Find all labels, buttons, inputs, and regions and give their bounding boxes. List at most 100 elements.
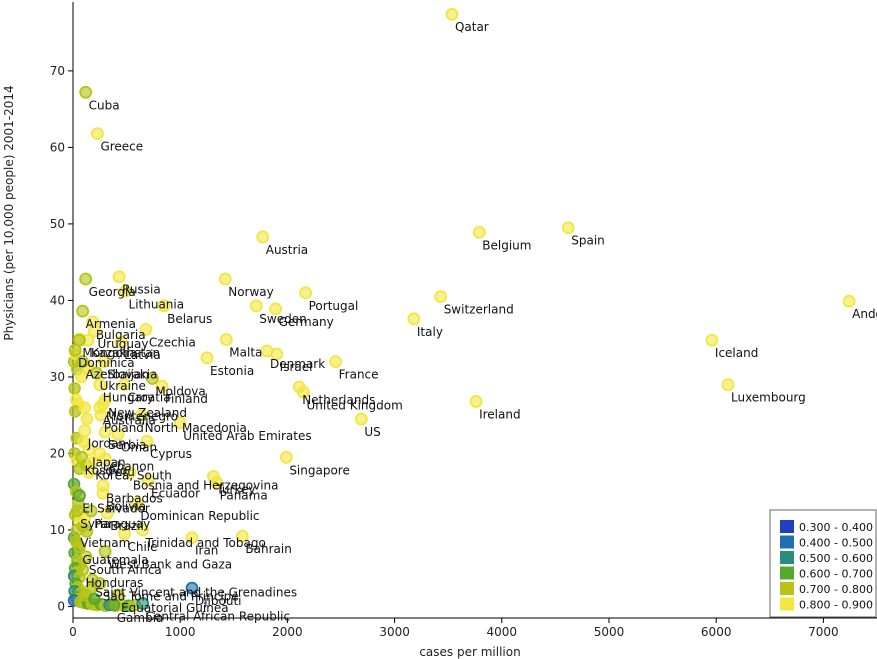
- point-label: Serbia: [108, 438, 146, 452]
- point-label: Bulgaria: [96, 328, 146, 342]
- data-point: [118, 378, 131, 392]
- point-label: Belarus: [167, 312, 212, 326]
- point-label: Denmark: [270, 357, 325, 371]
- point-label: Ecuador: [151, 486, 200, 500]
- point-label: Iceland: [715, 346, 758, 360]
- x-tick-label: 5000: [594, 625, 625, 639]
- data-point: [270, 347, 284, 361]
- y-axis-title: Physicians (per 10,000 people) 2001-2014: [2, 85, 16, 340]
- point-label: Kazakhstan: [91, 346, 160, 360]
- point-label: Gambia: [117, 611, 164, 625]
- point-label: Vietnam: [80, 536, 130, 550]
- data-point: [136, 523, 150, 537]
- legend-swatch: [780, 597, 794, 611]
- data-points: [68, 7, 856, 612]
- point-label: Italy: [417, 325, 443, 339]
- data-point: [94, 408, 108, 422]
- data-point: [155, 379, 169, 393]
- point-label: Malta: [229, 345, 262, 359]
- data-point: [200, 351, 214, 365]
- y-tick-label: 50: [50, 217, 65, 231]
- data-point: [123, 466, 137, 480]
- point-label: Estonia: [210, 364, 254, 378]
- legend-label: 0.300 - 0.400: [799, 521, 873, 534]
- point-label: El Salvador: [82, 502, 149, 516]
- point-label: Poland: [104, 421, 144, 435]
- point-label: Turkey: [215, 482, 255, 496]
- point-label: Guatemala: [82, 553, 148, 567]
- data-point: [73, 540, 86, 554]
- cluster-point: [78, 401, 92, 414]
- point-label: Israel: [280, 360, 313, 374]
- data-point: [218, 272, 232, 286]
- point-label: Brazil: [110, 519, 144, 533]
- point-label: New Zealand: [108, 406, 187, 420]
- point-label: Djibouti: [195, 594, 242, 608]
- point-label: Lithuania: [129, 297, 185, 311]
- data-point: [235, 529, 249, 543]
- data-point: [219, 333, 233, 346]
- data-point: [130, 496, 144, 510]
- data-point: [157, 299, 171, 313]
- point-label: Austria: [266, 243, 308, 257]
- point-label: Oman: [121, 440, 157, 454]
- x-axis-title: cases per million: [419, 645, 520, 659]
- data-point: [721, 378, 735, 392]
- point-label: Panama: [220, 489, 268, 503]
- y-tick-label: 0: [57, 600, 65, 614]
- data-point: [79, 85, 93, 99]
- x-tick-label: 7000: [808, 625, 839, 639]
- data-point: [73, 489, 86, 502]
- axes: 0 1000 2000 3000 4000 5000 6000 7000 0 10 20 30 40 50…: [50, 2, 877, 639]
- legend-label: 0.400 - 0.500: [799, 537, 873, 550]
- data-point: [112, 270, 126, 284]
- point-label: Central African Republic: [146, 609, 290, 623]
- point-label: Bosnia and Herzegovina: [133, 479, 279, 493]
- point-label: Cuba: [89, 98, 120, 112]
- legend-swatch: [780, 582, 794, 595]
- data-point: [140, 434, 154, 448]
- data-point: [79, 550, 93, 564]
- point-labels: Qatar Cuba Greece Spain Belgium Austria Georgi…: [78, 20, 877, 625]
- data-point: [445, 7, 459, 21]
- point-label: Syria: [80, 517, 110, 531]
- point-label: Peru: [108, 465, 135, 479]
- data-point: [173, 416, 187, 430]
- data-point: [279, 450, 293, 464]
- point-label: Switzerland: [444, 303, 514, 317]
- point-label: Germany: [279, 315, 334, 329]
- point-label: Norway: [228, 285, 274, 299]
- data-point: [469, 395, 483, 408]
- point-label: Russia: [122, 283, 161, 297]
- y-tick-label: 70: [50, 64, 65, 78]
- point-label: Lebanon: [103, 459, 154, 473]
- x-tick-label: 4000: [487, 625, 518, 639]
- legend-swatch: [780, 551, 794, 564]
- point-label: Georgia: [89, 285, 136, 299]
- data-point: [78, 424, 92, 437]
- data-point: [299, 286, 313, 300]
- data-point: [76, 355, 90, 369]
- data-point: [139, 323, 153, 336]
- point-label: Ukraine: [100, 379, 146, 393]
- point-label: Armenia: [86, 317, 136, 331]
- data-point: [96, 486, 110, 500]
- x-tick-label: 0: [69, 625, 77, 639]
- data-point: [407, 312, 421, 326]
- point-label: West Bank and Gaza: [108, 557, 232, 571]
- point-label: Paraguay: [94, 517, 150, 531]
- point-label: Uruguay: [97, 337, 148, 351]
- data-point: [561, 221, 575, 235]
- data-point: [119, 284, 132, 298]
- data-point: [185, 531, 199, 545]
- point-label: Cyprus: [150, 447, 192, 461]
- cluster-point: [80, 412, 94, 426]
- data-point: [111, 427, 125, 441]
- data-point: [297, 385, 310, 399]
- cluster-point: [68, 382, 81, 395]
- point-label: Spain: [571, 234, 605, 248]
- data-point: [93, 577, 107, 590]
- point-label: Sao Tome and Principe: [103, 590, 239, 604]
- data-point: [100, 506, 114, 520]
